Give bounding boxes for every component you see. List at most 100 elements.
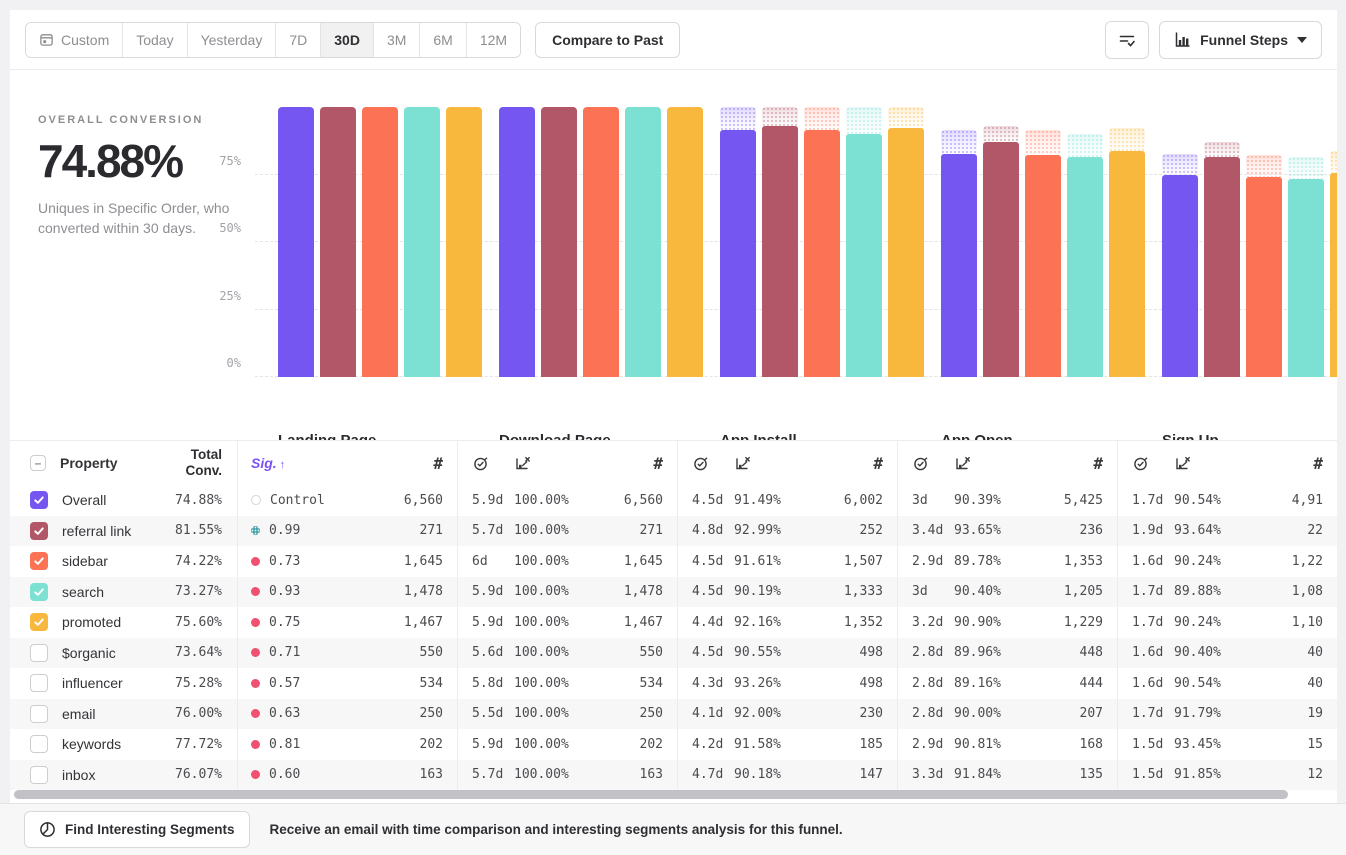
chart-options-button[interactable] [1105, 20, 1150, 59]
conversion-rate-value: 91.49% [734, 492, 781, 508]
avg-time-to-convert-icon[interactable] [458, 455, 514, 472]
range-custom[interactable]: Custom [26, 22, 124, 57]
bar-overall-download-page[interactable] [499, 107, 535, 377]
property-checkbox-search[interactable] [30, 582, 48, 601]
range-label: Custom [61, 31, 110, 48]
bar-sidebar-download-page[interactable] [583, 107, 619, 377]
table-row-email[interactable]: email 76.00% 0.63 250 5.5d 100.00% 250 4.1d 92.0… [10, 698, 1337, 729]
count-column-icon[interactable]: # [433, 453, 443, 473]
property-checkbox-keywords[interactable] [30, 735, 48, 754]
bar-search-app-install[interactable] [846, 107, 882, 377]
bar-search-sign-up[interactable] [1288, 107, 1324, 377]
conversion-over-time-icon[interactable] [1174, 455, 1266, 472]
count-value: 252 [859, 523, 883, 539]
property-checkbox-influencer[interactable] [30, 674, 48, 693]
property-checkbox-promoted[interactable] [30, 613, 48, 632]
select-all-checkbox[interactable]: – [30, 455, 46, 471]
bar-promoted-app-install[interactable] [888, 107, 924, 377]
bar-referral-link-landing-page[interactable] [320, 107, 356, 377]
bar-search-download-page[interactable] [625, 107, 661, 377]
bar-segment [1162, 174, 1198, 377]
count-value: 1,10 [1291, 614, 1323, 630]
bar-referral-link-app-install[interactable] [762, 107, 798, 377]
funnel-steps-view-button[interactable]: Funnel Steps [1159, 20, 1322, 59]
avg-time-value: 5.5d [472, 706, 504, 722]
count-icon[interactable]: # [1093, 453, 1103, 473]
range-12m[interactable]: 12M [466, 22, 521, 57]
property-checkbox-inbox[interactable] [30, 765, 48, 784]
count-icon[interactable]: # [873, 453, 883, 473]
property-checkbox-organic[interactable] [30, 643, 48, 662]
table-row-inbox[interactable]: inbox 76.07% 0.60 163 5.7d 100.00% 163 4.7d 90.1… [10, 759, 1337, 790]
compare-to-past-button[interactable]: Compare to Past [535, 21, 681, 58]
table-row-overall[interactable]: Overall 74.88% Control 6,560 5.9d 100.00% 6,56… [10, 485, 1337, 516]
sig-value-cell: 0.57 [238, 676, 300, 691]
bar-promoted-landing-page[interactable] [446, 107, 482, 377]
table-row-promoted[interactable]: promoted 75.60% 0.75 1,467 5.9d 100.00% 1,467 4… [10, 607, 1337, 638]
avg-time-to-convert-icon[interactable] [678, 455, 734, 472]
count-icon[interactable]: # [653, 453, 663, 473]
range-30d[interactable]: 30D [321, 22, 374, 57]
table-row-referral-link[interactable]: referral link 81.55% 0.99 271 5.7d 100.00% 271… [10, 515, 1337, 546]
scrollbar-thumb[interactable] [14, 790, 1288, 799]
avg-time-to-convert-icon[interactable] [1118, 455, 1174, 472]
bar-referral-link-download-page[interactable] [541, 107, 577, 377]
bar-overall-sign-up[interactable] [1162, 107, 1198, 377]
range-today[interactable]: Today [123, 22, 188, 57]
bar-sidebar-app-open[interactable] [1025, 107, 1061, 377]
horizontal-scrollbar[interactable] [10, 790, 1337, 800]
bar-overall-app-open[interactable] [941, 107, 977, 377]
table-row-organic[interactable]: $organic 73.64% 0.71 550 5.6d 100.00% 550 4.5d 9… [10, 637, 1337, 668]
bar-promoted-download-page[interactable] [667, 107, 703, 377]
total-conversion-value: 73.64% [175, 645, 222, 661]
bar-referral-link-sign-up[interactable] [1204, 107, 1240, 377]
conversion-rate-value: 90.54% [1174, 675, 1221, 691]
avg-time-value: 4.3d [692, 675, 724, 691]
property-checkbox-overall[interactable] [30, 491, 48, 510]
cell-group-download-page: 5.9d 100.00% 6,560 [457, 485, 677, 516]
conversion-rate-value: 90.18% [734, 767, 781, 783]
dropoff-ghost-overall [720, 107, 756, 130]
landing-count: 202 [419, 736, 443, 752]
conversion-over-time-icon[interactable] [954, 455, 1046, 472]
table-row-sidebar[interactable]: sidebar 74.22% 0.73 1,645 6d 100.00% 1,645 4.5d… [10, 546, 1337, 577]
sig-value: 0.93 [269, 584, 301, 600]
bar-sidebar-app-install[interactable] [804, 107, 840, 377]
cell-group-sign-up: 1.5d 91.85% 12 [1117, 759, 1337, 790]
avg-time-value: 1.5d [1132, 736, 1164, 752]
conversion-over-time-icon[interactable] [514, 455, 606, 472]
property-checkbox-sidebar[interactable] [30, 552, 48, 571]
count-icon[interactable]: # [1313, 453, 1323, 473]
bar-sidebar-sign-up[interactable] [1246, 107, 1282, 377]
sig-value-cell: 0.81 [238, 737, 300, 752]
bar-promoted-sign-up[interactable] [1330, 107, 1337, 377]
table-row-influencer[interactable]: influencer 75.28% 0.57 534 5.8d 100.00% 534 4.3… [10, 668, 1337, 699]
avg-time-to-convert-icon[interactable] [898, 455, 954, 472]
bar-sidebar-landing-page[interactable] [362, 107, 398, 377]
bar-search-landing-page[interactable] [404, 107, 440, 377]
sig-value: Control [270, 492, 325, 508]
count-value: 6,002 [843, 492, 883, 508]
find-interesting-segments-button[interactable]: Find Interesting Segments [24, 811, 250, 848]
conversion-rate-value: 90.81% [954, 736, 1001, 752]
bar-search-app-open[interactable] [1067, 107, 1103, 377]
bar-promoted-app-open[interactable] [1109, 107, 1145, 377]
bar-referral-link-app-open[interactable] [983, 107, 1019, 377]
table-row-keywords[interactable]: keywords 77.72% 0.81 202 5.9d 100.00% 202 4.2d 9… [10, 729, 1337, 760]
range-yesterday[interactable]: Yesterday [187, 22, 277, 57]
bar-chart-icon [1174, 31, 1191, 48]
range-3m[interactable]: 3M [373, 22, 421, 57]
sig-header[interactable]: Sig. ↑ [238, 455, 285, 471]
date-range-selector: Custom Today Yesterday 7D 30D 3M 6M 12M [25, 21, 522, 58]
property-checkbox-referral-link[interactable] [30, 521, 48, 540]
conversion-over-time-icon[interactable] [734, 455, 826, 472]
view-label: Funnel Steps [1200, 31, 1288, 48]
conversion-rate-value: 90.40% [954, 584, 1001, 600]
range-7d[interactable]: 7D [276, 22, 322, 57]
avg-time-value: 5.7d [472, 767, 504, 783]
property-checkbox-email[interactable] [30, 704, 48, 723]
range-6m[interactable]: 6M [420, 22, 467, 57]
bar-overall-app-install[interactable] [720, 107, 756, 377]
table-row-search[interactable]: search 73.27% 0.93 1,478 5.9d 100.00% 1,478 4.5… [10, 576, 1337, 607]
bar-overall-landing-page[interactable] [278, 107, 314, 377]
